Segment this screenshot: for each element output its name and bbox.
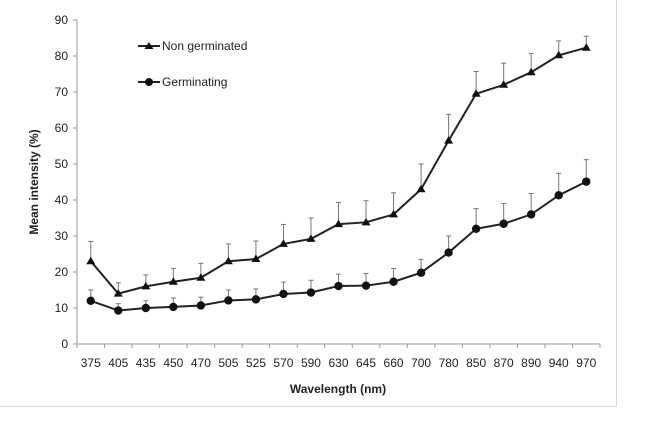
data-point-circle — [279, 289, 288, 299]
y-tick-label: 20 — [55, 265, 69, 279]
data-point-circle — [224, 296, 233, 305]
x-tick-label: 780 — [439, 356, 459, 370]
x-tick-label: 405 — [108, 356, 128, 370]
data-point-circle — [444, 248, 453, 257]
x-tick-label: 570 — [273, 356, 293, 370]
x-tick-label: 470 — [191, 356, 211, 370]
x-tick-label: 660 — [384, 356, 404, 370]
x-tick-label: 940 — [549, 356, 569, 370]
data-point-triangle — [361, 217, 371, 226]
legend: Non germinated Germinating — [138, 39, 247, 89]
x-tick-label: 890 — [521, 356, 541, 370]
data-point-triangle — [334, 219, 343, 228]
data-point-triangle — [223, 256, 233, 265]
data-point-triangle — [306, 234, 316, 242]
data-point-circle — [141, 303, 151, 313]
data-point-circle — [499, 219, 508, 228]
x-axis-label: Wavelength (nm) — [290, 382, 386, 396]
data-point-triangle — [113, 289, 123, 297]
data-point-circle — [554, 191, 563, 200]
y-tick-label: 50 — [55, 157, 69, 171]
legend-circle-icon — [145, 78, 153, 86]
data-point-triangle — [471, 89, 481, 97]
y-tick-label: 60 — [55, 121, 69, 135]
y-tick-label: 0 — [61, 337, 68, 351]
figure-frame — [0, 0, 617, 407]
x-tick-label: 450 — [163, 356, 183, 370]
y-tick-label: 80 — [55, 49, 69, 63]
data-point-triangle — [86, 256, 96, 265]
data-point-triangle — [141, 281, 151, 290]
data-point-circle — [196, 301, 206, 310]
x-tick-label: 525 — [246, 356, 266, 370]
series-line — [90, 180, 587, 312]
y-tick-label: 40 — [55, 193, 69, 207]
series-group — [86, 35, 591, 315]
series-germinating — [86, 159, 591, 315]
y-axis-label: Mean intensity (%) — [27, 129, 41, 234]
data-point-circle — [306, 288, 316, 297]
x-tick-label: 435 — [136, 356, 156, 370]
data-point-triangle — [526, 67, 536, 76]
x-axis: 375 405 435 450 470 505 525 570 590 630 645 660 700 7… — [76, 343, 601, 370]
data-point-circle — [114, 306, 123, 315]
y-tick-label: 10 — [55, 301, 69, 315]
data-point-circle — [471, 224, 481, 233]
data-point-triangle — [389, 209, 399, 218]
x-tick-label: 850 — [466, 356, 486, 370]
data-point-circle — [251, 295, 261, 304]
data-point-triangle — [168, 277, 178, 285]
y-tick-label: 30 — [55, 229, 69, 243]
x-tick-label: 630 — [328, 356, 348, 370]
legend-label-germinating: Germinating — [162, 75, 227, 89]
data-point-circle — [582, 177, 591, 186]
data-point-circle — [334, 281, 343, 291]
x-tick-label: 375 — [81, 356, 101, 370]
data-point-circle — [526, 210, 536, 219]
data-point-triangle — [196, 273, 206, 281]
data-point-circle — [416, 268, 426, 277]
y-axis: 0 10 20 30 40 50 60 70 80 90 — [55, 13, 78, 351]
y-tick-label: 70 — [55, 85, 69, 99]
x-tick-label: 505 — [218, 356, 238, 370]
x-tick-label: 700 — [411, 356, 431, 370]
x-tick-label: 970 — [576, 356, 596, 370]
legend-triangle-icon — [144, 42, 154, 49]
data-point-triangle — [251, 254, 261, 263]
data-point-triangle — [581, 43, 591, 51]
x-tick-label: 645 — [356, 356, 376, 370]
data-point-circle — [169, 302, 178, 312]
data-point-triangle — [444, 136, 454, 144]
data-point-circle — [361, 281, 371, 290]
data-point-triangle — [416, 184, 426, 193]
data-point-triangle — [278, 239, 288, 247]
x-tick-label: 870 — [494, 356, 514, 370]
data-point-triangle — [499, 80, 509, 88]
series-non-germinated — [86, 35, 591, 297]
y-tick-label: 90 — [55, 13, 69, 27]
legend-label-non-germinated: Non germinated — [162, 39, 247, 53]
data-point-circle — [86, 296, 95, 305]
data-point-circle — [389, 277, 398, 286]
x-tick-label: 590 — [301, 356, 321, 370]
data-point-triangle — [554, 50, 564, 59]
